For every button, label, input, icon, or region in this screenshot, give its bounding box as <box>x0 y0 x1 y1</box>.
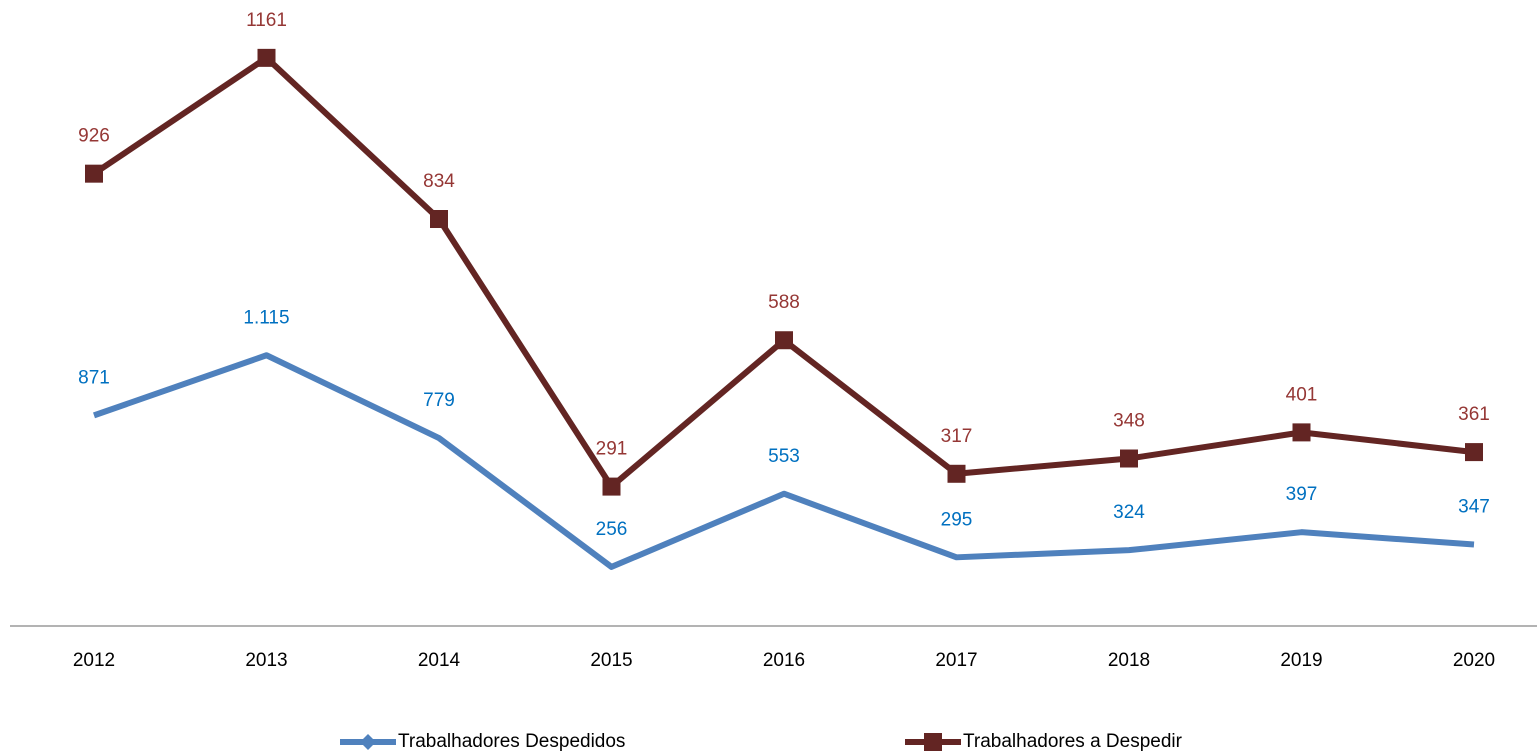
data-label: 397 <box>1286 484 1318 505</box>
marker <box>1120 449 1138 468</box>
legend-label: Trabalhadores Despedidos <box>398 731 625 752</box>
data-label: 291 <box>596 439 628 460</box>
marker <box>947 464 966 483</box>
data-label: 588 <box>768 292 800 313</box>
legend-label: Trabalhadores a Despedir <box>963 731 1183 752</box>
data-label: 347 <box>1458 497 1490 518</box>
marker <box>257 48 276 67</box>
data-label: 553 <box>768 446 800 467</box>
data-label: 871 <box>78 367 110 388</box>
x-tick-label: 2017 <box>935 650 977 671</box>
legend-marker <box>360 734 376 750</box>
data-label: 1.115 <box>243 307 289 328</box>
data-label: 317 <box>941 426 973 447</box>
x-tick-label: 2013 <box>245 650 287 671</box>
data-label: 401 <box>1286 384 1318 405</box>
series-line <box>92 54 1475 490</box>
x-tick-label: 2014 <box>418 650 461 671</box>
x-tick-label: 2016 <box>763 650 805 671</box>
data-label: 779 <box>423 390 455 411</box>
x-tick-label: 2015 <box>590 650 632 671</box>
legend-marker <box>924 733 942 751</box>
data-label: 926 <box>78 126 110 147</box>
marker <box>775 331 793 350</box>
x-tick-label: 2012 <box>73 650 115 671</box>
marker <box>430 210 448 229</box>
data-label: 348 <box>1113 411 1145 432</box>
x-tick-label: 2020 <box>1453 650 1495 671</box>
x-tick-label: 2019 <box>1280 650 1322 671</box>
marker <box>85 164 103 183</box>
data-label: 361 <box>1458 404 1490 425</box>
marker <box>602 477 621 496</box>
data-label: 834 <box>423 171 455 192</box>
marker <box>1292 423 1311 442</box>
data-label: 295 <box>941 509 973 530</box>
series-line <box>93 352 1475 570</box>
data-label: 256 <box>596 519 628 540</box>
x-tick-label: 2018 <box>1108 650 1150 671</box>
data-label: 324 <box>1113 502 1145 523</box>
marker <box>1465 443 1483 462</box>
data-label: 1161 <box>246 10 287 31</box>
